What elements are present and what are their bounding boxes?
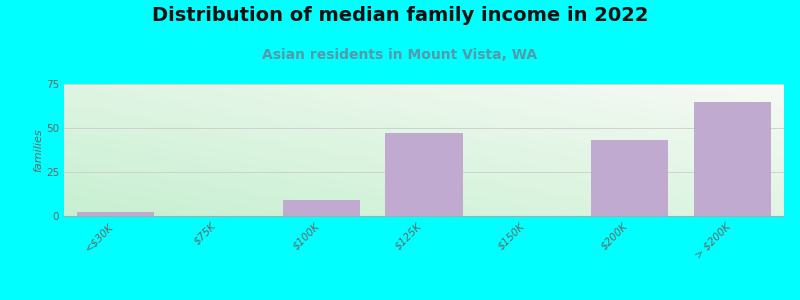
Y-axis label: families: families <box>33 128 43 172</box>
Bar <box>282 200 360 216</box>
Bar <box>77 212 154 216</box>
Text: Asian residents in Mount Vista, WA: Asian residents in Mount Vista, WA <box>262 48 538 62</box>
Bar <box>694 102 771 216</box>
Text: Distribution of median family income in 2022: Distribution of median family income in … <box>152 6 648 25</box>
Bar <box>386 133 462 216</box>
Bar <box>591 140 668 216</box>
